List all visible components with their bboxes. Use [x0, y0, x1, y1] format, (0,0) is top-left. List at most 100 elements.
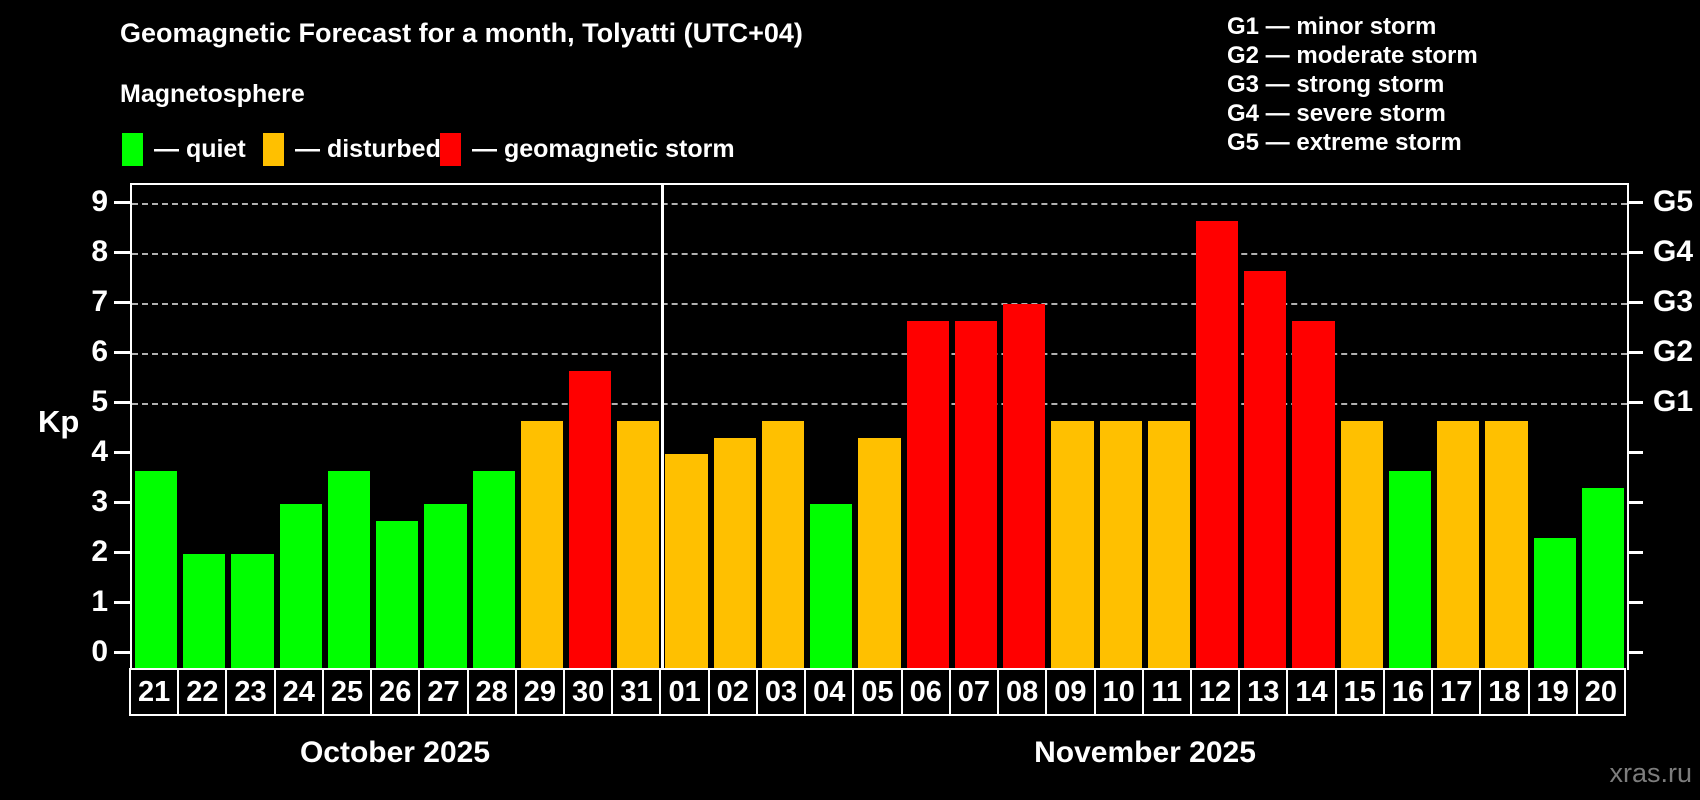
day-label-cell: 25 [321, 668, 373, 716]
day-label-cell: 22 [177, 668, 228, 716]
y-tick-left-8 [114, 250, 130, 254]
kp-bar-nov-14 [1292, 320, 1335, 670]
kp-bar-nov-09 [1051, 420, 1094, 670]
day-label-cell: 19 [1527, 668, 1578, 716]
y-tick-right-9 [1627, 200, 1643, 204]
y-tick-label-7: 7 [91, 285, 108, 318]
y-tick-right-5 [1627, 400, 1643, 404]
kp-bar-oct-26 [376, 520, 419, 670]
y-tick-left-4 [114, 450, 130, 454]
y-tick-left-9 [114, 200, 130, 204]
legend-storm-label: — geomagnetic storm [472, 134, 735, 163]
kp-bar-oct-27 [424, 504, 467, 670]
day-label-cell: 16 [1382, 668, 1434, 716]
day-label-cell: 18 [1479, 668, 1530, 716]
kp-bar-nov-07 [954, 320, 998, 670]
y-tick-label-8: 8 [91, 235, 108, 268]
day-label-cell: 24 [273, 668, 324, 716]
day-label-cell: 03 [755, 668, 807, 716]
month-label-november: November 2025 [1034, 736, 1256, 769]
y-tick-label-3: 3 [91, 485, 108, 518]
gridline-kp9 [132, 203, 1627, 205]
legend-disturbed-label: — disturbed [295, 134, 441, 163]
day-label-cell: 06 [900, 668, 951, 716]
day-label-cell: 23 [225, 668, 276, 716]
y-tick-label-4: 4 [91, 435, 108, 468]
day-label-cell: 31 [611, 668, 662, 716]
g-level-label-g5: G5 [1653, 185, 1694, 218]
y-axis-label: Kp [38, 404, 80, 439]
day-label-cell: 17 [1431, 668, 1482, 716]
gridline-kp5 [132, 403, 1627, 405]
y-tick-label-5: 5 [91, 385, 108, 418]
day-label-cell: 12 [1189, 668, 1241, 716]
kp-bar-oct-22 [183, 554, 226, 670]
gridline-kp6 [132, 353, 1627, 355]
day-label-cell: 21 [129, 668, 180, 716]
kp-bar-nov-04 [810, 504, 853, 670]
kp-bar-nov-18 [1485, 420, 1528, 670]
g-level-label-g2: G2 [1653, 335, 1694, 368]
day-label-cell: 15 [1334, 668, 1385, 716]
y-tick-left-5 [114, 400, 130, 404]
g-legend-item: G4 — severe storm [1227, 100, 1446, 127]
day-label-cell: 13 [1238, 668, 1289, 716]
day-label-cell: 28 [466, 668, 517, 716]
y-tick-right-2 [1627, 550, 1643, 554]
y-tick-right-3 [1627, 500, 1643, 504]
y-tick-left-6 [114, 350, 130, 354]
day-label-strip: 21 22 23 24 25 26 27 28 29 30 31 01 02 03 04 05 06 07 08 09… [129, 668, 1629, 716]
gridline-kp7 [132, 303, 1627, 305]
kp-bar-nov-08 [1003, 304, 1046, 670]
y-tick-label-1: 1 [91, 585, 108, 618]
day-label-cell: 07 [948, 668, 1000, 716]
kp-bar-oct-30 [569, 370, 612, 670]
day-label-cell: 05 [852, 668, 903, 716]
y-tick-right-4 [1627, 450, 1643, 454]
day-label-cell: 30 [563, 668, 614, 716]
disturbed-color-swatch [263, 132, 284, 166]
kp-bar-nov-20 [1581, 487, 1624, 670]
y-tick-label-9: 9 [91, 185, 108, 218]
day-label-cell: 11 [1141, 668, 1192, 716]
g-scale-legend: G1 — minor storm G2 — moderate storm G3 — … [1227, 12, 1478, 157]
day-label-cell: 01 [659, 668, 710, 716]
day-label-cell: 08 [997, 668, 1048, 716]
g-legend-item: G1 — minor storm [1227, 13, 1437, 40]
legend-quiet-label: — quiet [154, 134, 246, 163]
plot-area [130, 183, 1629, 670]
g-legend-item: G5 — extreme storm [1227, 129, 1462, 156]
y-tick-right-6 [1627, 350, 1643, 354]
day-label-cell: 14 [1286, 668, 1337, 716]
y-tick-label-0: 0 [91, 635, 108, 668]
gridline-kp8 [132, 253, 1627, 255]
kp-bar-nov-15 [1340, 420, 1383, 670]
kp-bar-nov-16 [1388, 470, 1432, 670]
legend-item-quiet: — quiet [122, 131, 246, 167]
y-tick-right-7 [1627, 300, 1643, 304]
y-tick-left-1 [114, 600, 130, 604]
kp-bar-nov-03 [761, 420, 805, 670]
month-separator-line [660, 185, 664, 670]
kp-bar-oct-21 [135, 470, 178, 670]
kp-bar-nov-19 [1533, 537, 1576, 670]
quiet-color-swatch [122, 132, 143, 166]
y-tick-left-2 [114, 550, 130, 554]
y-tick-left-0 [114, 650, 130, 654]
y-tick-right-8 [1627, 250, 1643, 254]
chart-title: Geomagnetic Forecast for a month, Tolyat… [120, 18, 803, 48]
kp-bar-nov-02 [713, 437, 756, 670]
kp-bar-nov-11 [1147, 420, 1190, 670]
kp-bar-oct-25 [327, 470, 371, 670]
day-label-cell: 29 [514, 668, 566, 716]
kp-bar-nov-05 [858, 437, 901, 670]
month-label-october: October 2025 [299, 736, 491, 769]
g-level-label-g4: G4 [1653, 235, 1694, 268]
day-label-cell: 02 [707, 668, 758, 716]
g-level-label-g1: G1 [1653, 385, 1694, 418]
y-tick-left-7 [114, 300, 130, 304]
y-tick-left-3 [114, 500, 130, 504]
kp-bar-nov-10 [1099, 420, 1142, 670]
legend-item-storm: — geomagnetic storm [440, 131, 735, 167]
kp-bar-nov-12 [1195, 220, 1239, 670]
